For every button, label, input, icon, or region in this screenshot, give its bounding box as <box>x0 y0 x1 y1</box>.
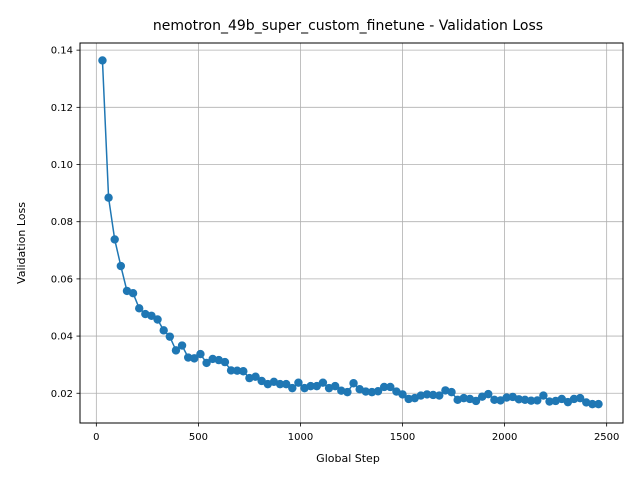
data-point <box>226 366 236 375</box>
y-tick-label: 0.08 <box>51 217 73 228</box>
y-tick-label: 0.06 <box>51 274 73 285</box>
data-point <box>110 235 119 244</box>
data-point <box>422 390 432 399</box>
x-axis-label: Global Step <box>316 452 380 465</box>
data-point <box>281 379 291 389</box>
data-point <box>275 379 285 389</box>
x-tick-label: 1000 <box>288 432 313 443</box>
data-point <box>318 378 328 387</box>
data-point <box>471 396 481 406</box>
data-point <box>545 397 554 406</box>
data-point <box>575 393 585 403</box>
data-point <box>435 391 444 400</box>
data-point <box>484 389 493 399</box>
data-point <box>428 390 438 400</box>
data-point <box>294 378 303 387</box>
data-point <box>177 341 187 350</box>
data-point <box>502 393 511 402</box>
y-tick-label: 0.04 <box>51 332 73 343</box>
y-tick-label: 0.12 <box>51 103 73 114</box>
data-point <box>232 366 242 375</box>
data-point <box>349 379 358 388</box>
y-tick-label: 0.14 <box>51 46 73 57</box>
data-point <box>539 391 548 400</box>
x-tick-label: 1500 <box>390 432 415 443</box>
data-point <box>153 315 162 324</box>
data-point <box>128 288 138 298</box>
data-point <box>251 372 260 381</box>
data-point <box>373 387 383 396</box>
data-point <box>190 354 199 363</box>
data-point <box>196 349 205 359</box>
data-point <box>202 358 211 368</box>
chart-title: nemotron_49b_super_custom_finetune - Val… <box>153 18 543 34</box>
data-point <box>312 381 321 391</box>
data-point <box>165 332 175 341</box>
data-point <box>104 193 113 202</box>
data-point <box>459 393 468 403</box>
data-point <box>533 396 542 405</box>
data-point <box>361 387 370 396</box>
data-point <box>183 353 193 362</box>
data-point <box>220 357 230 367</box>
data-point <box>588 399 597 409</box>
x-tick-label: 0 <box>93 432 99 443</box>
data-point <box>447 387 456 397</box>
x-tick-label: 2500 <box>594 432 619 443</box>
data-point <box>98 56 107 65</box>
data-point <box>386 382 395 392</box>
data-point <box>134 304 144 313</box>
y-axis-label: Validation Loss <box>15 202 28 284</box>
data-point <box>239 367 248 376</box>
series-layer <box>98 56 603 409</box>
data-point <box>526 396 536 405</box>
data-point <box>569 394 579 404</box>
data-point <box>367 387 377 397</box>
x-tick-label: 500 <box>189 432 208 443</box>
data-point <box>159 326 168 335</box>
data-point <box>379 382 389 392</box>
y-tick-label: 0.10 <box>51 160 73 171</box>
data-point <box>520 395 530 405</box>
data-point <box>147 311 156 320</box>
data-point <box>343 387 352 397</box>
data-point <box>398 390 407 399</box>
y-tick-label: 0.02 <box>51 389 73 400</box>
data-point <box>171 346 181 355</box>
grid-lines <box>80 43 623 423</box>
x-tick-label: 2000 <box>492 432 517 443</box>
data-point <box>116 261 126 271</box>
plot-area-frame <box>79 42 624 424</box>
data-point <box>490 395 499 405</box>
data-point <box>594 399 603 409</box>
data-point <box>514 395 524 404</box>
data-point <box>330 381 340 391</box>
data-point <box>404 394 413 404</box>
axis-ticks: 0 500 1000 1500 2000 2500 0.02 0.04 0.06 0.08 0.10… <box>51 46 620 443</box>
data-point <box>288 383 297 393</box>
data-point <box>306 381 315 391</box>
